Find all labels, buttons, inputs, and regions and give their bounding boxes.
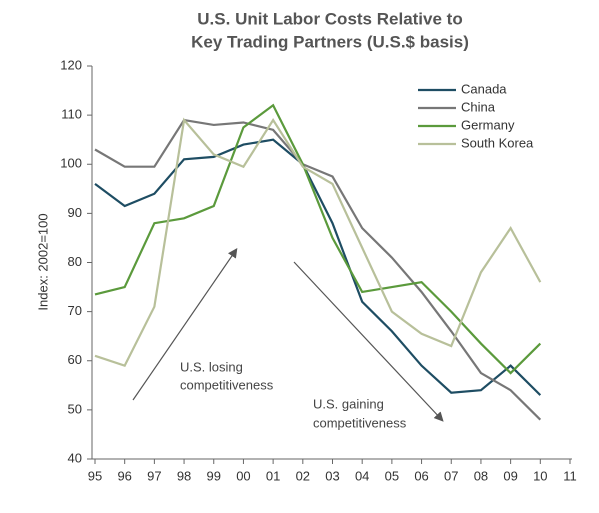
line-series bbox=[94, 117, 542, 368]
x-tick-label: 05 bbox=[385, 468, 399, 483]
x-tick-label: 08 bbox=[474, 468, 488, 483]
y-axis-label: Index: 2002=100 bbox=[35, 213, 50, 310]
legend-label: Germany bbox=[461, 117, 515, 132]
y-tick-label: 40 bbox=[68, 450, 82, 465]
x-tick-label: 02 bbox=[296, 468, 310, 483]
x-tick-label: 11 bbox=[563, 468, 577, 483]
x-tick-label: 06 bbox=[414, 468, 428, 483]
legend-label: South Korea bbox=[461, 135, 534, 150]
y-tick-label: 50 bbox=[68, 401, 82, 416]
x-tick-label: 97 bbox=[147, 468, 161, 483]
line-series bbox=[94, 103, 542, 375]
x-tick-label: 04 bbox=[355, 468, 369, 483]
y-tick-label: 110 bbox=[61, 107, 82, 122]
y-tick-label: 80 bbox=[68, 254, 82, 269]
annotation: competitiveness bbox=[313, 415, 407, 430]
x-tick-label: 03 bbox=[325, 468, 339, 483]
y-tick-label: 120 bbox=[60, 57, 82, 72]
line-series bbox=[94, 118, 542, 421]
annotation: competitiveness bbox=[180, 377, 274, 392]
arrow bbox=[293, 261, 444, 422]
y-tick-label: 90 bbox=[68, 205, 82, 220]
annotation: U.S. losing bbox=[180, 359, 243, 374]
x-tick-label: 09 bbox=[503, 468, 517, 483]
x-tick-label: 00 bbox=[236, 468, 250, 483]
y-tick-label: 60 bbox=[68, 352, 82, 367]
x-tick-label: 98 bbox=[177, 468, 191, 483]
line-series bbox=[94, 138, 542, 396]
x-tick-label: 10 bbox=[533, 468, 547, 483]
legend-label: Canada bbox=[461, 81, 507, 96]
y-tick-label: 70 bbox=[68, 303, 82, 318]
x-tick-label: 01 bbox=[266, 468, 280, 483]
chart-title: Key Trading Partners (U.S.$ basis) bbox=[191, 32, 469, 51]
x-tick-label: 96 bbox=[117, 468, 131, 483]
x-tick-label: 95 bbox=[88, 468, 102, 483]
x-tick-label: 99 bbox=[207, 468, 221, 483]
x-tick-label: 07 bbox=[444, 468, 458, 483]
chart-title: U.S. Unit Labor Costs Relative to bbox=[197, 9, 462, 28]
legend-label: China bbox=[461, 99, 496, 114]
arrow bbox=[132, 248, 238, 401]
annotation: U.S. gaining bbox=[313, 396, 384, 411]
y-tick-label: 100 bbox=[60, 156, 82, 171]
